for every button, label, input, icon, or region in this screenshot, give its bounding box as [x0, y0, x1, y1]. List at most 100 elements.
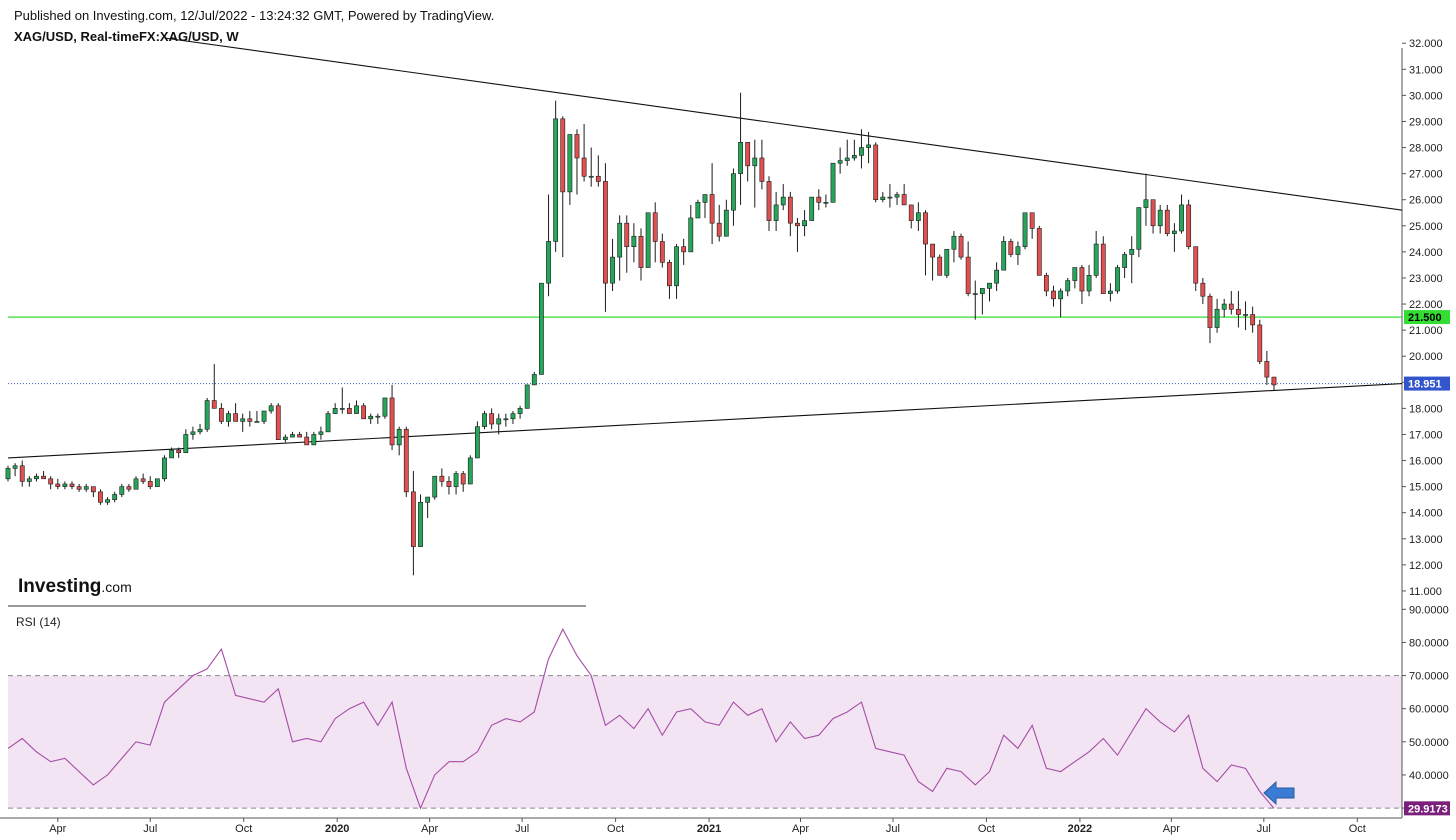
candle [489, 408, 495, 430]
candle-body [1143, 199, 1149, 208]
current-price-tag-bg [1404, 376, 1450, 391]
rsi-title: RSI (14) [16, 615, 61, 629]
candle-body [844, 157, 850, 161]
candle [176, 447, 182, 458]
candle-body [738, 142, 743, 174]
candle-body [183, 434, 189, 454]
candle [1058, 288, 1064, 318]
candle-body [290, 434, 295, 438]
candle [752, 139, 758, 208]
candle [268, 403, 274, 414]
price-tick-label: 28.000 [1409, 143, 1443, 155]
candle-body [631, 235, 637, 247]
candle-body [418, 501, 423, 547]
candle-body [723, 209, 729, 237]
candle-body [226, 413, 231, 422]
time-tick-label: 2020 [325, 823, 349, 835]
candle [702, 194, 708, 218]
candle [503, 413, 509, 427]
candle-body [1172, 230, 1177, 234]
candle [1243, 301, 1248, 331]
candle [866, 131, 871, 164]
trendline-0 [164, 37, 1403, 211]
candle [1029, 212, 1035, 239]
candle [1008, 238, 1014, 258]
candle-body [453, 473, 459, 487]
candle [34, 473, 39, 482]
support-price-tag: 21.500 [1404, 310, 1450, 325]
candle [496, 413, 502, 435]
price-tick-label: 26.000 [1409, 195, 1443, 207]
candle [581, 124, 587, 182]
candle [119, 484, 125, 498]
candle-body [667, 262, 672, 287]
candle-body [539, 282, 544, 375]
candle-body [894, 194, 900, 198]
candle-body [702, 194, 708, 203]
candle-body [354, 405, 359, 414]
candle [460, 470, 466, 492]
candle-body [1001, 241, 1007, 271]
candle [908, 204, 914, 229]
candle [318, 426, 324, 440]
candle-body [958, 235, 964, 258]
candle-body [816, 196, 822, 203]
candle [1264, 350, 1270, 385]
candle-body [752, 157, 758, 167]
candle [1150, 199, 1156, 234]
candle [1115, 264, 1120, 294]
candle [802, 210, 807, 237]
candle [1036, 225, 1042, 276]
candle-body [69, 483, 75, 487]
candle-body [1150, 199, 1156, 227]
candle-body [1214, 308, 1220, 328]
candle [1079, 264, 1085, 305]
candle [979, 288, 985, 315]
candle [410, 470, 416, 576]
published-caption: Published on Investing.com, 12/Jul/2022 … [14, 8, 495, 23]
candle [62, 481, 68, 490]
candle [894, 191, 900, 205]
candle [930, 243, 935, 281]
candle-body [1250, 314, 1256, 326]
candle [76, 484, 82, 492]
candle-body [830, 162, 836, 203]
candle [553, 100, 559, 252]
price-tick-label: 20.000 [1409, 351, 1443, 363]
candle-body [581, 157, 587, 177]
candle [1072, 267, 1078, 289]
candle-body [915, 212, 921, 221]
candle [1236, 291, 1241, 328]
candle-body [460, 473, 466, 485]
candle [709, 163, 715, 245]
candle-body [1257, 324, 1263, 362]
candle-body [1107, 290, 1113, 294]
candle-body [1036, 228, 1042, 276]
candle [510, 410, 516, 425]
candle [603, 163, 608, 312]
candle [595, 155, 601, 187]
candle [830, 162, 836, 203]
candle-body [638, 235, 644, 268]
time-tick-label: Oct [1349, 823, 1366, 835]
candle [140, 473, 146, 485]
candle-body [112, 494, 118, 500]
candle [1001, 236, 1007, 271]
candle [531, 371, 537, 386]
price-tick-label: 27.000 [1409, 169, 1443, 181]
candle-body [346, 408, 352, 414]
candle-body [1228, 303, 1234, 310]
candle [98, 489, 103, 505]
candle-body [425, 496, 431, 503]
candle-body [1200, 282, 1206, 297]
candle [539, 282, 544, 375]
candle [354, 400, 359, 414]
candle [880, 191, 886, 203]
candle-body [396, 428, 402, 446]
candle [325, 410, 331, 433]
candle-body [90, 486, 96, 493]
trendline-1 [7, 383, 1403, 459]
price-tick-label: 14.000 [1409, 508, 1443, 520]
candle [759, 139, 765, 190]
